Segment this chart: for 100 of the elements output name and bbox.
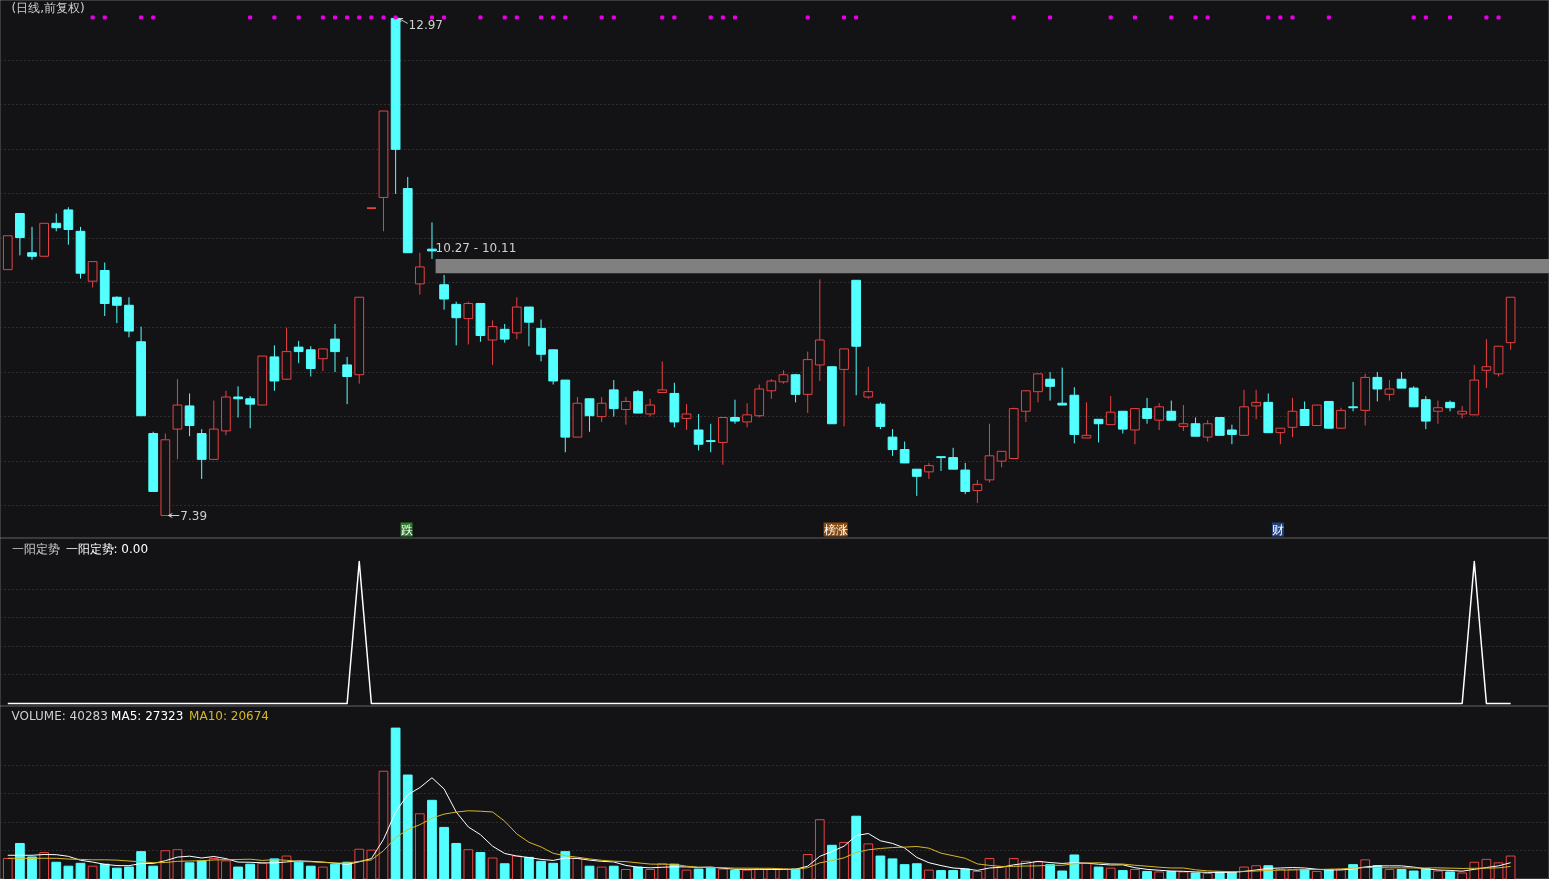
bar [184, 862, 195, 879]
bar [851, 815, 862, 879]
bar [1142, 870, 1152, 879]
chart-title: 一阳定势 [11, 541, 60, 556]
candlestick [524, 306, 534, 347]
candlestick [887, 428, 898, 457]
annotation: 12.97 [408, 17, 443, 32]
candlestick [1481, 338, 1492, 389]
candlestick [27, 226, 37, 261]
bar [475, 852, 486, 879]
bar [390, 727, 401, 879]
bar [196, 860, 207, 879]
candlestick [87, 261, 98, 288]
candlestick [1020, 390, 1031, 423]
bar [730, 870, 740, 879]
candlestick [451, 301, 462, 346]
candlestick [1287, 397, 1298, 438]
candlestick [1154, 402, 1165, 431]
bar [451, 842, 462, 879]
bar [427, 799, 437, 879]
candlestick [1166, 400, 1177, 421]
candlestick [1433, 400, 1443, 425]
candlestick [1372, 371, 1383, 402]
candlestick [1105, 395, 1116, 426]
text: 跌 [400, 522, 413, 537]
bar [305, 865, 316, 879]
bar [790, 868, 801, 879]
bar [51, 861, 62, 879]
bar [875, 855, 886, 879]
candlestick [1251, 389, 1261, 420]
chart-title: VOLUME: 40283 [11, 708, 108, 723]
bar [1408, 870, 1419, 879]
bar [693, 868, 704, 879]
text: 榜涨 [823, 522, 848, 537]
candlestick [1420, 395, 1431, 430]
bar [233, 866, 243, 879]
candlestick [439, 274, 449, 311]
bar [499, 863, 510, 879]
bar [111, 867, 122, 879]
candlestick [293, 340, 304, 364]
bar [887, 858, 898, 879]
bar [330, 863, 340, 879]
bar [439, 826, 449, 879]
bar [948, 870, 958, 879]
candlestick [1384, 379, 1395, 402]
candlestick [305, 345, 316, 378]
bar [608, 865, 619, 879]
candlestick [1117, 410, 1128, 435]
candlestick [1311, 404, 1322, 427]
candlestick [1227, 424, 1237, 445]
candlestick [1348, 381, 1358, 412]
candlestick [233, 385, 243, 418]
bar [63, 865, 74, 879]
bar [536, 860, 546, 879]
candlestick [936, 456, 946, 472]
candlestick [681, 403, 692, 431]
bar [911, 863, 922, 879]
candlestick [960, 462, 971, 495]
bar [1045, 864, 1055, 879]
bar [148, 865, 159, 879]
annotation: 7.39 [180, 509, 208, 523]
candlestick [1057, 367, 1068, 406]
candlestick [924, 462, 934, 480]
bar [124, 866, 134, 879]
bar [1166, 870, 1177, 879]
candlestick [184, 392, 195, 437]
candlestick [1190, 417, 1201, 437]
bar [705, 867, 716, 879]
bar [1396, 869, 1407, 879]
candlestick [1081, 401, 1092, 439]
text: 一阳定势: 0.00 [65, 541, 149, 556]
bar [584, 865, 595, 879]
bar [1069, 854, 1080, 879]
bar [633, 866, 643, 879]
candlestick [1202, 419, 1213, 443]
candlestick [839, 348, 849, 427]
candlestick [730, 399, 740, 425]
candlestick [1178, 404, 1189, 432]
bar [1117, 870, 1128, 879]
bar [15, 842, 25, 879]
candlestick [1142, 397, 1152, 425]
bar [1093, 866, 1104, 879]
candlestick [657, 360, 668, 394]
candlestick [330, 323, 340, 373]
bar [1190, 872, 1201, 879]
candlestick [948, 447, 958, 470]
bar [827, 844, 837, 879]
candlestick [1408, 385, 1419, 408]
candlestick [245, 395, 256, 429]
candlestick [875, 401, 886, 430]
band-label: 10.27 - 10.11 [435, 240, 517, 255]
candlestick [1045, 371, 1055, 402]
candlestick [911, 468, 922, 497]
candlestick [1299, 400, 1310, 427]
candlestick [766, 378, 777, 400]
candlestick [111, 295, 122, 324]
candlestick [63, 206, 74, 246]
bar [245, 863, 256, 879]
candlestick [705, 423, 716, 453]
bar [524, 856, 534, 879]
